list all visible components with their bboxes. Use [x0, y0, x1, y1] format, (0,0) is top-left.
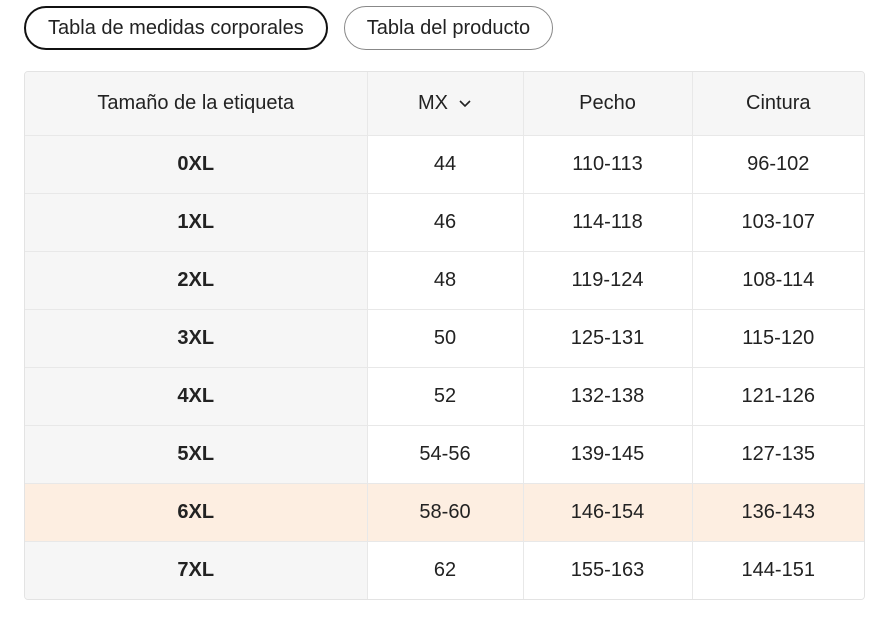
- size-table-container: Tamaño de la etiqueta MX Pecho Cintura 0…: [24, 71, 865, 600]
- table-row: 7XL 62 155-163 144-151: [25, 541, 864, 599]
- size-label: 5XL: [25, 425, 367, 484]
- size-value: 125-131: [522, 309, 692, 368]
- size-value: 54-56: [366, 425, 523, 484]
- header-text: Cintura: [746, 92, 811, 114]
- table-row: 4XL 52 132-138 121-126: [25, 367, 864, 426]
- size-value: 108-114: [691, 251, 864, 310]
- size-value: 115-120: [691, 309, 864, 368]
- size-value: 50: [366, 309, 523, 368]
- size-label: 3XL: [25, 309, 367, 368]
- size-value: 136-143: [691, 483, 864, 542]
- size-value: 48: [366, 251, 523, 310]
- size-value: 146-154: [522, 483, 692, 542]
- size-value: 44: [366, 135, 523, 194]
- header-text: MX: [418, 92, 448, 114]
- size-value: 119-124: [522, 251, 692, 310]
- table-row: 2XL 48 119-124 108-114: [25, 251, 864, 310]
- size-value: 96-102: [691, 135, 864, 194]
- table-row: 5XL 54-56 139-145 127-135: [25, 425, 864, 484]
- size-table: Tamaño de la etiqueta MX Pecho Cintura 0…: [25, 72, 864, 599]
- size-value: 103-107: [691, 193, 864, 252]
- table-header: Tamaño de la etiqueta MX Pecho Cintura: [25, 72, 864, 136]
- header-text: Tamaño de la etiqueta: [97, 92, 295, 114]
- table-body: 0XL 44 110-113 96-102 1XL 46 114-118 103-107 2XL…: [25, 135, 864, 599]
- table-row: 3XL 50 125-131 115-120: [25, 309, 864, 368]
- header-cell: Pecho: [522, 72, 692, 136]
- table-row: 1XL 46 114-118 103-107: [25, 193, 864, 252]
- header-cell: Cintura: [691, 72, 864, 136]
- size-value: 139-145: [522, 425, 692, 484]
- size-value: 62: [366, 541, 523, 599]
- size-label: 0XL: [25, 135, 367, 194]
- size-value: 46: [366, 193, 523, 252]
- size-label: 6XL: [25, 483, 367, 542]
- size-value: 110-113: [522, 135, 692, 194]
- size-label: 2XL: [25, 251, 367, 310]
- header-cell[interactable]: MX: [366, 72, 523, 136]
- size-value: 155-163: [522, 541, 692, 599]
- size-value: 58-60: [366, 483, 523, 542]
- size-label: 7XL: [25, 541, 367, 599]
- size-label: 1XL: [25, 193, 367, 252]
- header-cell: Tamaño de la etiqueta: [25, 72, 367, 136]
- dropdown-chevron: [459, 100, 471, 107]
- size-value: 121-126: [691, 367, 864, 426]
- header-row: Tamaño de la etiqueta MX Pecho Cintura: [25, 72, 864, 136]
- size-value: 144-151: [691, 541, 864, 599]
- size-value: 127-135: [691, 425, 864, 484]
- table-row: 6XL 58-60 146-154 136-143: [25, 483, 864, 542]
- table-row: 0XL 44 110-113 96-102: [25, 135, 864, 194]
- tab-bar: Tabla de medidas corporales Tabla del pr…: [24, 6, 554, 50]
- size-value: 52: [366, 367, 523, 426]
- tab[interactable]: Tabla del producto: [343, 6, 554, 50]
- size-value: 132-138: [522, 367, 692, 426]
- size-value: 114-118: [522, 193, 692, 252]
- header-text: Pecho: [579, 92, 636, 114]
- tab[interactable]: Tabla de medidas corporales: [24, 6, 328, 50]
- size-label: 4XL: [25, 367, 367, 426]
